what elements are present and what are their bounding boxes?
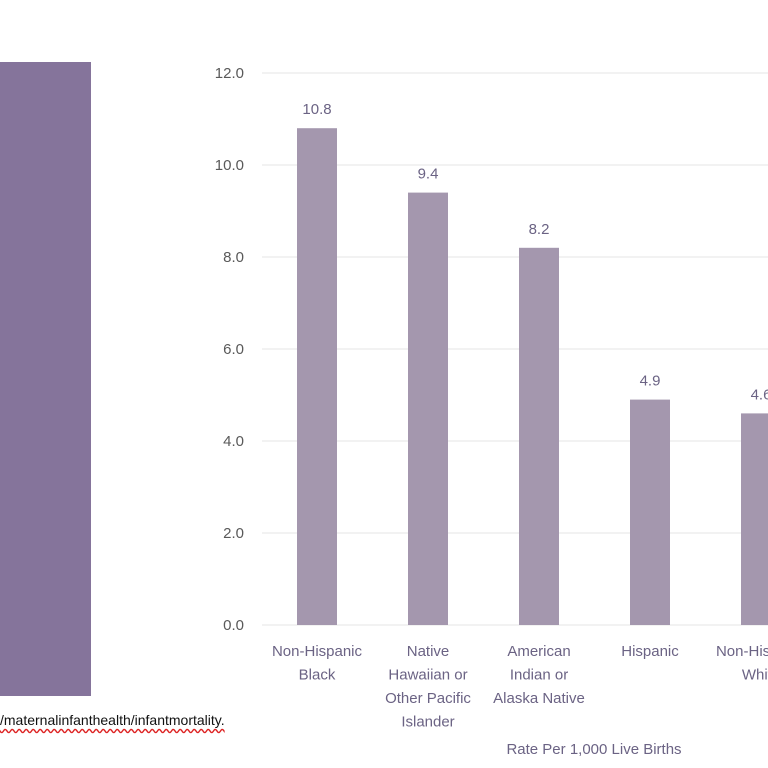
bar bbox=[630, 399, 670, 625]
x-category-label-line: Indian or bbox=[510, 667, 568, 684]
data-label: 8.2 bbox=[529, 221, 550, 238]
x-category-label: American Indian or Alaska Native bbox=[493, 643, 585, 707]
y-tick-label: 10.0 bbox=[215, 157, 244, 174]
data-label: 4.6 bbox=[751, 386, 768, 403]
data-label: 10.8 bbox=[302, 101, 331, 118]
y-tick-label: 4.0 bbox=[223, 433, 244, 450]
x-category-label-line: Alaska Native bbox=[493, 690, 585, 707]
x-category-label-line: Other Pacific bbox=[385, 690, 471, 707]
x-category-label: Native Hawaiian or Other Pacific Islander bbox=[385, 643, 471, 731]
bar bbox=[519, 247, 559, 626]
bar bbox=[741, 413, 768, 625]
x-axis-title: Rate Per 1,000 Live Births bbox=[506, 741, 681, 758]
decorative-side-panel bbox=[0, 62, 91, 696]
source-url-text: /maternalinfanthealth/infantmortality. bbox=[0, 712, 225, 728]
x-category-label-line: Hawaiian or bbox=[388, 667, 467, 684]
x-category-label: Non-Hispanic Black bbox=[272, 643, 363, 684]
x-category-label-line: White bbox=[742, 667, 768, 684]
x-category-label-line: Non-Hispanic bbox=[716, 643, 768, 660]
y-tick-label: 6.0 bbox=[223, 341, 244, 358]
y-tick-label: 2.0 bbox=[223, 525, 244, 542]
data-label: 9.4 bbox=[418, 166, 439, 183]
bar bbox=[408, 192, 448, 625]
x-category-label-line: Native bbox=[407, 643, 450, 660]
y-tick-label: 12.0 bbox=[215, 65, 244, 82]
x-category-label: Non-Hispanic White bbox=[716, 643, 768, 684]
data-label: 4.9 bbox=[640, 373, 661, 390]
bar bbox=[297, 128, 337, 625]
x-category-label: Hispanic bbox=[621, 643, 679, 660]
y-tick-label: 8.0 bbox=[223, 249, 244, 266]
x-category-label-line: American bbox=[507, 643, 570, 660]
y-tick-label: 0.0 bbox=[223, 617, 244, 634]
x-category-label-line: Islander bbox=[401, 714, 454, 731]
x-category-label-line: Black bbox=[299, 667, 336, 684]
x-category-label-line: Hispanic bbox=[621, 643, 679, 660]
x-category-label-line: Non-Hispanic bbox=[272, 643, 363, 660]
